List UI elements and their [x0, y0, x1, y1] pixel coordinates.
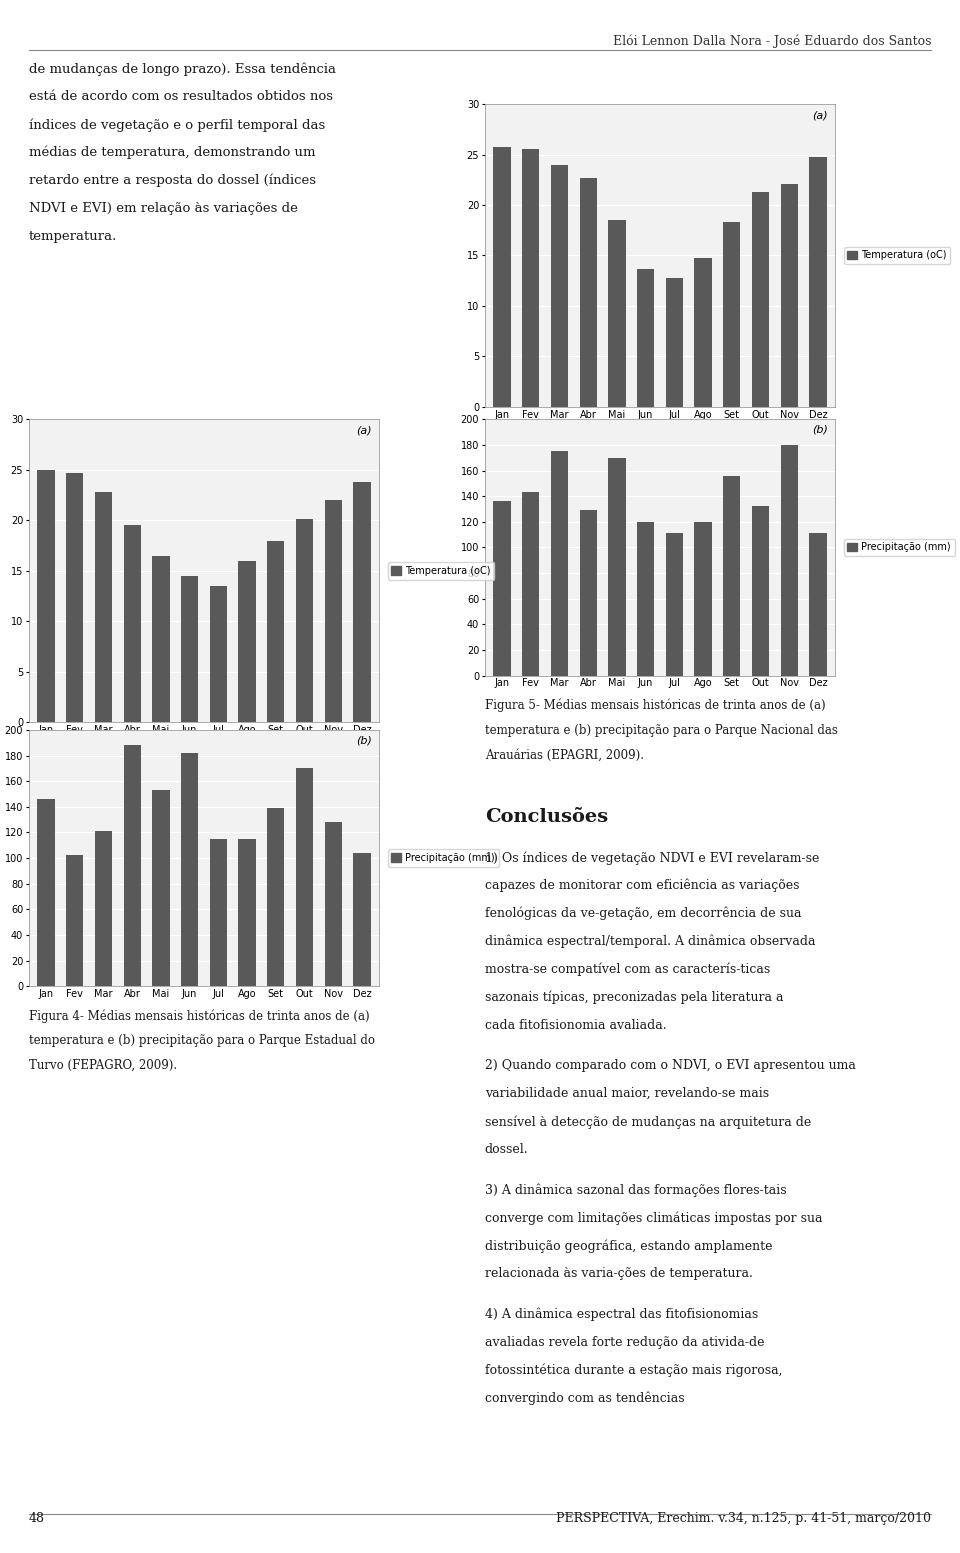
- Text: (a): (a): [812, 110, 828, 120]
- Bar: [609, 221, 626, 407]
- Bar: [95, 492, 112, 722]
- Text: Figura 4- Médias mensais históricas de trinta anos de (a): Figura 4- Médias mensais históricas de t…: [29, 1009, 370, 1023]
- Bar: [153, 790, 170, 986]
- Bar: [551, 452, 568, 676]
- Bar: [723, 475, 740, 676]
- Text: 1) Os índices de vegetação NDVI e EVI revelaram-se: 1) Os índices de vegetação NDVI e EVI re…: [485, 851, 819, 865]
- Bar: [665, 533, 683, 676]
- Text: sazonais típicas, preconizadas pela literatura a: sazonais típicas, preconizadas pela lite…: [485, 991, 783, 1005]
- Bar: [296, 769, 313, 986]
- Legend: Precipitação (mm): Precipitação (mm): [388, 849, 498, 867]
- Bar: [580, 177, 597, 407]
- Bar: [665, 278, 683, 407]
- Bar: [522, 492, 540, 676]
- Text: relacionada às varia-ções de temperatura.: relacionada às varia-ções de temperatura…: [485, 1267, 753, 1280]
- Text: Elói Lennon Dalla Nora - José Eduardo dos Santos: Elói Lennon Dalla Nora - José Eduardo do…: [612, 34, 931, 48]
- Text: (b): (b): [356, 735, 372, 745]
- Text: temperatura e (b) precipitação para o Parque Estadual do: temperatura e (b) precipitação para o Pa…: [29, 1034, 374, 1047]
- Text: dinâmica espectral/temporal. A dinâmica observada: dinâmica espectral/temporal. A dinâmica …: [485, 935, 815, 949]
- Text: temperatura e (b) precipitação para o Parque Nacional das: temperatura e (b) precipitação para o Pa…: [485, 724, 838, 736]
- Text: Conclusões: Conclusões: [485, 808, 608, 826]
- Text: cada fitofisionomia avaliada.: cada fitofisionomia avaliada.: [485, 1019, 666, 1031]
- Text: convergindo com as tendências: convergindo com as tendências: [485, 1391, 684, 1405]
- Text: retardo entre a resposta do dossel (índices: retardo entre a resposta do dossel (índi…: [29, 174, 316, 188]
- Bar: [209, 839, 227, 986]
- Bar: [153, 556, 170, 722]
- Text: NDVI e EVI) em relação às variações de: NDVI e EVI) em relação às variações de: [29, 202, 298, 214]
- Bar: [493, 502, 511, 676]
- Text: PERSPECTIVA, Erechim. v.34, n.125, p. 41-51, março/2010: PERSPECTIVA, Erechim. v.34, n.125, p. 41…: [556, 1513, 931, 1525]
- Bar: [324, 822, 342, 986]
- Text: mostra-se compatível com as caracterís-ticas: mostra-se compatível com as caracterís-t…: [485, 963, 770, 977]
- Text: 2) Quando comparado com o NDVI, o EVI apresentou uma: 2) Quando comparado com o NDVI, o EVI ap…: [485, 1059, 855, 1072]
- Text: Arauárias (EPAGRI, 2009).: Arauárias (EPAGRI, 2009).: [485, 749, 644, 761]
- Bar: [752, 193, 769, 407]
- Text: avaliadas revela forte redução da ativida-de: avaliadas revela forte redução da ativid…: [485, 1336, 764, 1348]
- Bar: [238, 839, 255, 986]
- Bar: [95, 831, 112, 986]
- Bar: [37, 469, 55, 722]
- Bar: [324, 500, 342, 722]
- Text: distribuição geográfica, estando amplamente: distribuição geográfica, estando amplame…: [485, 1239, 772, 1253]
- Bar: [238, 561, 255, 722]
- Bar: [267, 808, 284, 986]
- Text: médias de temperatura, demonstrando um: médias de temperatura, demonstrando um: [29, 146, 315, 160]
- Bar: [66, 856, 84, 986]
- Text: Figura 5- Médias mensais históricas de trinta anos de (a): Figura 5- Médias mensais históricas de t…: [485, 699, 826, 713]
- Bar: [580, 511, 597, 676]
- Bar: [752, 506, 769, 676]
- Bar: [809, 157, 827, 407]
- Legend: Precipitação (mm): Precipitação (mm): [844, 539, 954, 556]
- Text: capazes de monitorar com eficiência as variações: capazes de monitorar com eficiência as v…: [485, 879, 800, 893]
- Legend: Temperatura (oC): Temperatura (oC): [844, 247, 950, 264]
- Text: 4) A dinâmica espectral das fitofisionomias: 4) A dinâmica espectral das fitofisionom…: [485, 1308, 758, 1322]
- Bar: [267, 542, 284, 722]
- Bar: [694, 522, 711, 676]
- Text: Turvo (FEPAGRO, 2009).: Turvo (FEPAGRO, 2009).: [29, 1059, 177, 1072]
- Bar: [124, 525, 141, 722]
- Bar: [66, 472, 84, 722]
- Bar: [181, 576, 199, 722]
- Text: (b): (b): [812, 424, 828, 435]
- Bar: [637, 522, 655, 676]
- Bar: [296, 519, 313, 722]
- Text: fotossintética durante a estação mais rigorosa,: fotossintética durante a estação mais ri…: [485, 1364, 782, 1378]
- Bar: [124, 745, 141, 986]
- Bar: [637, 269, 655, 407]
- Text: sensível à detecção de mudanças na arquitetura de: sensível à detecção de mudanças na arqui…: [485, 1115, 811, 1129]
- Bar: [353, 481, 371, 722]
- Bar: [694, 258, 711, 407]
- Text: (a): (a): [356, 426, 372, 435]
- Bar: [37, 800, 55, 986]
- Bar: [723, 222, 740, 407]
- Text: 3) A dinâmica sazonal das formações flores-tais: 3) A dinâmica sazonal das formações flor…: [485, 1183, 786, 1197]
- Bar: [209, 585, 227, 722]
- Text: dossel.: dossel.: [485, 1143, 528, 1155]
- Bar: [493, 148, 511, 407]
- Text: converge com limitações climáticas impostas por sua: converge com limitações climáticas impos…: [485, 1211, 823, 1225]
- Bar: [522, 149, 540, 407]
- Text: índices de vegetação e o perfil temporal das: índices de vegetação e o perfil temporal…: [29, 118, 325, 132]
- Bar: [780, 444, 798, 676]
- Text: variabilidade anual maior, revelando-se mais: variabilidade anual maior, revelando-se …: [485, 1087, 769, 1100]
- Text: 48: 48: [29, 1513, 45, 1525]
- Bar: [181, 753, 199, 986]
- Legend: Temperatura (oC): Temperatura (oC): [388, 562, 494, 579]
- Bar: [809, 533, 827, 676]
- Text: fenológicas da ve-getação, em decorrência de sua: fenológicas da ve-getação, em decorrênci…: [485, 907, 802, 921]
- Bar: [353, 853, 371, 986]
- Bar: [551, 165, 568, 407]
- Text: temperatura.: temperatura.: [29, 230, 117, 242]
- Text: está de acordo com os resultados obtidos nos: está de acordo com os resultados obtidos…: [29, 90, 333, 102]
- Text: de mudanças de longo prazo). Essa tendência: de mudanças de longo prazo). Essa tendên…: [29, 62, 336, 76]
- Bar: [780, 183, 798, 407]
- Bar: [609, 458, 626, 676]
